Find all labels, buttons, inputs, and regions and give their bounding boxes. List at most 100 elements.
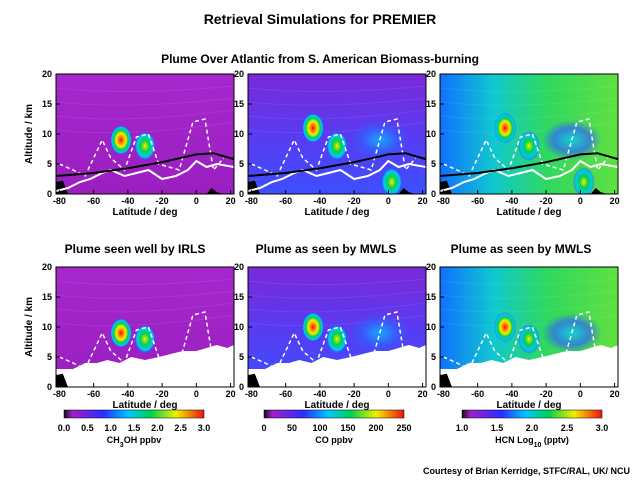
contour-band [56, 302, 234, 313]
contour-band [440, 121, 618, 134]
y-tick-label: 10 [234, 129, 244, 139]
contour-band [56, 85, 234, 93]
contour-band [440, 290, 618, 299]
x-tick-label: -40 [313, 389, 326, 399]
y-tick-label: 15 [426, 292, 436, 302]
terrain-africa [590, 188, 608, 194]
y-tick-label: 15 [42, 292, 52, 302]
contour-band [56, 97, 234, 106]
colorbar-label: HCN Log10 (pptv) [495, 435, 569, 449]
y-tick-label: 20 [234, 262, 244, 272]
x-tick-label: -40 [505, 389, 518, 399]
y-tick-label: 5 [431, 159, 436, 169]
x-tick-label: -80 [437, 196, 450, 206]
colorbar-tick-label: 0.0 [58, 423, 71, 433]
y-tick-label: 0 [239, 382, 244, 392]
dashed-line [59, 311, 215, 371]
x-tick-label: -40 [313, 196, 326, 206]
panel-top-middle: -80 -60 -40 -20 0 20 0 5 10 15 20 Latitude / deg [234, 69, 428, 218]
y-tick-label: 20 [42, 262, 52, 272]
panel-title-bottom-right: Plume as seen by MWLS [450, 242, 592, 256]
y-tick-label: 0 [431, 382, 436, 392]
colorbar-tick-label: 1.5 [491, 423, 504, 433]
colorbar-tick-label: 150 [340, 423, 355, 433]
colorbar-tick-label: 1.5 [128, 423, 141, 433]
x-tick-label: 0 [386, 196, 391, 206]
plume-blob [302, 113, 325, 143]
x-tick-label: -80 [53, 196, 66, 206]
plume-blob [326, 131, 348, 161]
cloud-mask [56, 345, 234, 387]
x-tick-label: -60 [87, 389, 100, 399]
plume-blob [494, 312, 517, 342]
x-tick-label: -20 [348, 196, 361, 206]
plume-blob [134, 131, 156, 161]
x-axis-label: Latitude / deg [113, 207, 178, 218]
x-tick-label: 0 [194, 389, 199, 399]
black-line [440, 152, 618, 177]
panel-top-right: -80 -60 -40 -20 0 20 0 5 10 15 20 Latitude / deg [426, 69, 620, 218]
x-tick-label: 0 [578, 196, 583, 206]
x-tick-label: -20 [540, 389, 553, 399]
colorbar-gradient [263, 409, 405, 419]
contour-band [248, 290, 426, 299]
contour-band [248, 278, 426, 286]
plume-blob [110, 125, 133, 155]
y-tick-label: 10 [426, 129, 436, 139]
y-tick-label: 10 [426, 322, 436, 332]
y-tick-label: 10 [234, 322, 244, 332]
contour-band [440, 109, 618, 120]
colorbar-tick-label: 250 [396, 423, 411, 433]
black-line [56, 152, 234, 177]
row1-subtitle: Plume Over Atlantic from S. American Bio… [161, 52, 479, 66]
y-tick-label: 5 [431, 352, 436, 362]
contour-band [440, 97, 618, 106]
plume-blob [302, 312, 325, 342]
x-tick-label: -60 [279, 196, 292, 206]
dashed-line [251, 118, 417, 178]
x-tick-label: -60 [471, 389, 484, 399]
y-axis-label: Altitude / km [24, 104, 35, 164]
x-tick-label: 0 [386, 389, 391, 399]
plume-blob [326, 324, 348, 354]
colorbar-label: CH3OH ppbv [107, 435, 161, 449]
contour-band [248, 85, 426, 93]
plume-blob [110, 318, 133, 348]
x-tick-label: 20 [610, 196, 620, 206]
colorbar-gradient [461, 409, 603, 419]
contour-band [440, 302, 618, 313]
contour-band [56, 109, 234, 120]
y-axis-label: Altitude / km [24, 297, 35, 357]
colorbar-tick-label: 0.5 [81, 423, 94, 433]
y-tick-label: 20 [426, 262, 436, 272]
x-tick-label: -80 [245, 389, 258, 399]
y-tick-label: 15 [234, 99, 244, 109]
dashed-line [443, 118, 609, 178]
y-tick-label: 15 [42, 99, 52, 109]
colorbar-tick-label: 200 [368, 423, 383, 433]
plume-blob [518, 131, 540, 161]
x-axis-label: Latitude / deg [305, 207, 370, 218]
contour-band [440, 314, 618, 327]
contour-band [56, 290, 234, 299]
y-tick-label: 15 [234, 292, 244, 302]
colorbar-tick-label: 2.5 [561, 423, 574, 433]
x-tick-label: -20 [348, 389, 361, 399]
plume-blob [380, 167, 403, 194]
credit-text: Courtesy of Brian Kerridge, STFC/RAL, UK… [422, 466, 630, 476]
dashed-line [443, 311, 599, 371]
plume-blob [494, 113, 517, 143]
colorbar-tick-label: 1.0 [104, 423, 117, 433]
y-tick-label: 15 [426, 99, 436, 109]
cloud-top-line [56, 159, 234, 192]
x-tick-label: -20 [156, 196, 169, 206]
x-axis-label: Latitude / deg [497, 400, 562, 411]
x-tick-label: -80 [437, 389, 450, 399]
panel-title-bottom-left: Plume seen well by IRLS [64, 242, 206, 256]
panel-bottom-left: -80 -60 -40 -20 0 20 0 5 10 15 20 Latitude / deg Alt… [24, 262, 236, 411]
x-tick-label: -80 [53, 389, 66, 399]
cloud-top-line [440, 159, 618, 192]
panel-bottom-middle: -80 -60 -40 -20 0 20 0 5 10 15 20 Latitude / deg [234, 262, 428, 411]
x-tick-label: 20 [610, 389, 620, 399]
